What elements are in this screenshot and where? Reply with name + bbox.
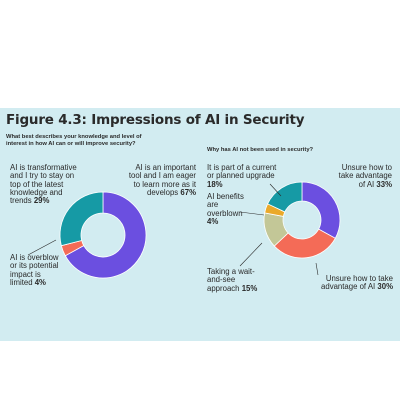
slice-label-unsure-33: Unsure how to take advantage of AI 33% [336,163,392,189]
slice-label-text: Unsure how to take advantage of AI [338,163,392,189]
slice-label-value: 18% [207,179,223,189]
slice-label-transformative: AI is transformative and I try to stay o… [10,163,82,206]
slice-label-text: AI is overblow or its potential impact i… [10,253,59,287]
slice-label-planned-upgrade: It is part of a current or planned upgra… [207,163,277,189]
donut-chart-reasons [263,181,341,259]
figure-title: Figure 4.3: Impressions of AI in Securit… [6,112,305,128]
slice-label-important-tool: AI is an important tool and I am eager t… [124,163,196,197]
donut-slice-2 [59,191,104,247]
chart-2-question: Why has AI not been used in security? [207,147,314,153]
slice-label-value: 33% [376,179,392,189]
slice-label-value: 29% [33,196,50,206]
donut-chart-knowledge [59,191,147,279]
slice-label-text: AI is an important tool and I am eager t… [128,163,196,197]
slice-label-value: 67% [180,187,196,197]
slice-label-text: AI benefits are overblown [207,192,244,218]
slice-label-wait-and-see: Taking a wait-and-see approach 15% [207,267,267,293]
slice-label-text: Taking a wait-and-see approach [207,267,255,293]
slice-label-unsure-30: Unsure how to take advantage of AI 30% [319,274,393,292]
slice-label-benefits-overblown: AI benefits are overblown 4% [207,192,253,226]
slice-label-value: 15% [241,283,258,293]
slice-label-value: 4% [207,216,219,226]
slice-label-text: It is part of a current or planned upgra… [207,163,277,181]
slice-label-text: AI is transformative and I try to stay o… [10,163,77,206]
slice-label-value: 30% [377,282,393,292]
slice-label-value: 4% [34,277,46,287]
donut-slice-0 [64,191,147,279]
slice-label-overblow: AI is overblow or its potential impact i… [10,253,60,287]
donut-slice-0 [301,181,341,239]
chart-1-question: What best describes your knowledge and l… [6,134,142,147]
slice-label-text: Unsure how to take advantage of AI [321,274,393,292]
